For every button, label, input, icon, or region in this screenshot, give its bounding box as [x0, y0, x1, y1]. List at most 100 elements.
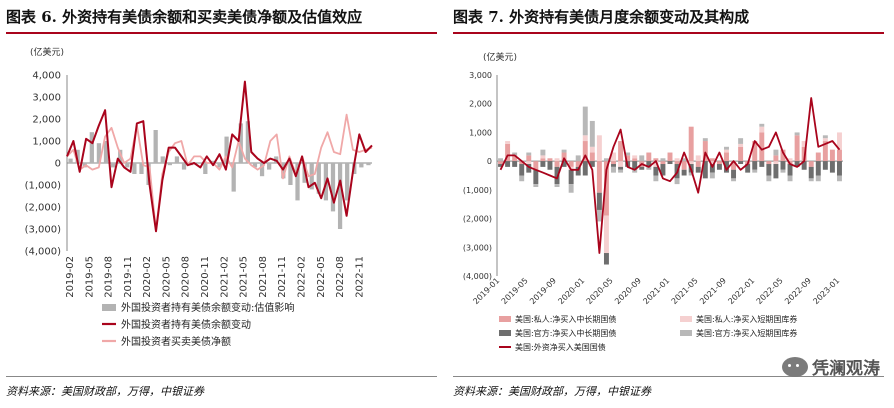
left-x-tick-label: 2020-11	[200, 256, 211, 298]
left-y-tick-label: 1,000	[32, 137, 61, 148]
private-long-bar	[625, 155, 631, 162]
private-long-bar	[794, 135, 800, 162]
left-x-tick-label: 2019-02	[65, 256, 76, 298]
right-x-tick-label: 2020-09	[613, 276, 643, 306]
official-long-bar	[596, 192, 602, 210]
right-y-tick-label: 0	[487, 157, 492, 166]
left-y-tick-label: (2,000)	[25, 203, 62, 214]
private-long-bar	[596, 161, 602, 193]
official-short-bar	[724, 146, 729, 150]
official-short-bar	[808, 178, 814, 182]
private-short-bar	[618, 161, 624, 167]
valuation-bar	[281, 163, 286, 179]
left-legend-label: 外国投资者持有美债余额变动:估值影响	[121, 301, 294, 314]
official-short-bar	[822, 135, 828, 139]
left-y-tick-label: (4,000)	[25, 247, 62, 258]
official-long-bar	[540, 161, 546, 167]
official-short-bar	[611, 166, 616, 173]
left-x-tick-label: 2022-05	[316, 256, 327, 298]
official-long-bar	[589, 161, 595, 167]
private-long-bar	[533, 161, 539, 170]
right-y-tick-label: (3,000)	[463, 243, 492, 252]
private-short-bar	[526, 161, 532, 165]
left-source: 资料来源：美国财政部，万得，中银证券	[6, 385, 204, 398]
official-long-bar	[618, 166, 624, 170]
official-long-bar	[603, 253, 609, 265]
official-short-bar	[568, 184, 574, 193]
valuation-bar	[103, 141, 109, 163]
left-legend-label: 外国投资者买卖美债净额	[121, 335, 231, 348]
private-short-bar	[554, 158, 560, 162]
wechat-icon	[782, 356, 808, 377]
private-short-bar	[688, 161, 694, 165]
private-short-bar	[632, 155, 638, 159]
private-short-bar	[596, 135, 602, 162]
official-long-bar	[695, 166, 701, 173]
right-unit-label: (亿美元)	[483, 51, 517, 63]
right-x-tick-label: 2022-09	[783, 276, 813, 306]
official-long-bar	[716, 164, 722, 170]
right-x-tick-label: 2022-01	[726, 276, 756, 306]
official-short-bar	[625, 152, 631, 156]
private-short-bar	[801, 141, 807, 147]
left-x-tick-label: 2019-11	[123, 256, 134, 298]
official-short-bar	[575, 155, 581, 162]
private-long-bar	[519, 161, 525, 165]
valuation-bar	[160, 156, 165, 163]
private-short-bar	[787, 158, 793, 162]
private-long-bar	[540, 158, 546, 162]
valuation-bar	[345, 163, 350, 201]
private-long-bar	[589, 152, 595, 162]
private-long-bar	[674, 161, 680, 165]
private-short-bar	[603, 215, 609, 254]
private-long-bar	[667, 152, 673, 162]
private-short-bar	[738, 143, 744, 147]
private-long-bar	[836, 149, 842, 162]
official-long-bar	[808, 166, 814, 179]
official-long-bar	[702, 161, 708, 179]
right-legend-label: 美国:官方:净买入短期国库券	[696, 328, 797, 338]
private-long-bar	[822, 141, 828, 162]
right-legend-swatch	[499, 330, 511, 336]
right-x-tick-label: 2021-05	[670, 276, 700, 306]
official-short-bar	[815, 175, 821, 182]
official-short-bar	[709, 172, 715, 179]
right-chart-panel: 图表 7. 外资持有美债月度余额变动及其构成 (亿美元) 3,000 2,000 1…	[447, 0, 894, 408]
private-long-bar	[505, 143, 511, 162]
left-legend-label: 外国投资者持有美债余额变动	[121, 318, 251, 331]
right-y-tick-label: (2,000)	[463, 215, 492, 224]
private-long-bar	[681, 161, 687, 170]
valuation-bar	[167, 163, 172, 166]
official-long-bar	[738, 161, 744, 165]
valuation-bar	[295, 163, 300, 201]
valuation-bar	[366, 163, 371, 166]
private-short-bar	[773, 161, 779, 165]
watermark-text: 凭澜观涛	[812, 359, 880, 379]
private-short-bar	[695, 155, 701, 162]
private-long-bar	[547, 158, 553, 162]
private-long-bar	[603, 161, 609, 216]
official-long-bar	[582, 161, 588, 176]
right-legend-swatch	[499, 316, 511, 322]
official-long-bar	[568, 169, 574, 185]
private-short-bar	[540, 155, 546, 159]
private-long-bar	[766, 161, 772, 165]
official-short-bar	[674, 178, 680, 185]
valuation-bar	[288, 163, 293, 185]
valuation-bar	[259, 163, 265, 177]
right-y-tick-label: (4,000)	[463, 272, 492, 281]
right-x-tick-label: 2020-05	[585, 276, 615, 306]
official-long-bar	[681, 169, 687, 176]
right-legend-label: 美国:私人:净买入中长期国债	[515, 314, 616, 324]
valuation-bar	[245, 121, 250, 163]
official-short-bar	[618, 169, 624, 173]
left-x-tick-label: 2022-08	[335, 256, 346, 298]
official-long-bar	[724, 161, 729, 173]
private-short-bar	[653, 161, 659, 167]
official-short-bar	[780, 169, 786, 173]
private-long-bar	[575, 161, 581, 167]
private-long-bar	[702, 141, 708, 162]
official-long-bar	[787, 164, 793, 176]
left-y-tick-label: (1,000)	[25, 181, 62, 192]
private-long-bar	[646, 152, 652, 162]
